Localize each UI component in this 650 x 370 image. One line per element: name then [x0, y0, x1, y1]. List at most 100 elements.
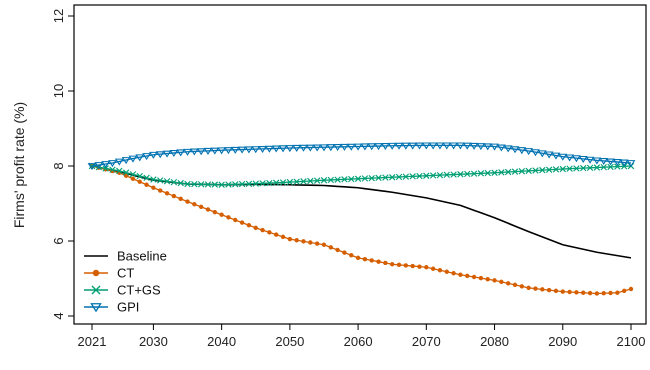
data-point-triangle	[353, 143, 363, 151]
data-point-triangle	[326, 144, 336, 152]
data-point-circle	[505, 281, 511, 286]
data-point-cross	[511, 168, 519, 175]
data-point-cross	[129, 171, 137, 178]
data-point-circle	[239, 220, 245, 225]
data-point-circle	[424, 265, 429, 270]
data-point-triangle	[237, 146, 247, 154]
data-point-triangle	[305, 144, 315, 152]
data-point-circle	[205, 207, 211, 212]
data-point-circle	[137, 179, 142, 184]
data-point-circle	[587, 290, 593, 296]
data-point-triangle	[408, 142, 418, 150]
data-point-circle	[294, 238, 299, 243]
data-point-cross	[443, 171, 450, 179]
x-tick-label: 2070	[412, 334, 441, 349]
data-point-circle	[267, 230, 272, 235]
data-point-cross	[477, 170, 485, 177]
data-point-cross	[143, 174, 150, 181]
data-point-circle	[417, 264, 422, 269]
x-tick-label: 2080	[480, 334, 509, 349]
data-point-circle	[526, 285, 531, 291]
data-point-cross	[225, 181, 232, 188]
data-point-cross	[586, 164, 594, 171]
data-point-circle	[144, 182, 149, 187]
data-point-cross	[327, 176, 334, 184]
data-point-circle	[226, 215, 231, 220]
x-tick-label: 2060	[344, 334, 373, 349]
data-point-triangle	[476, 143, 486, 151]
legend: Baseline CT CT+GS GPI	[84, 249, 167, 315]
data-point-circle	[280, 234, 286, 240]
data-point-circle	[321, 242, 327, 247]
data-point-triangle	[155, 151, 165, 159]
data-point-cross	[204, 181, 212, 188]
data-point-circle	[444, 269, 449, 274]
data-point-triangle	[217, 147, 227, 155]
data-point-cross	[416, 172, 423, 180]
data-point-circle	[123, 173, 129, 178]
data-point-cross	[566, 165, 573, 172]
data-point-triangle	[612, 159, 622, 167]
legend-item: CT+GS	[84, 283, 161, 298]
data-point-circle	[260, 227, 265, 233]
data-point-triangle	[599, 157, 609, 165]
series-ct-gs	[88, 162, 635, 188]
data-point-triangle	[380, 142, 390, 150]
data-point-circle	[219, 212, 224, 217]
data-point-circle	[403, 263, 409, 268]
data-point-circle	[287, 236, 293, 242]
data-point-cross	[573, 165, 580, 172]
data-point-cross	[307, 177, 314, 185]
data-point-triangle	[517, 147, 527, 155]
x-tick-label: 2021	[78, 334, 107, 349]
data-point-cross	[116, 167, 123, 175]
data-point-triangle	[292, 144, 302, 152]
data-point-cross	[232, 181, 239, 188]
data-point-cross	[436, 171, 444, 179]
data-point-circle	[567, 289, 572, 295]
data-point-cross	[402, 173, 410, 180]
data-point-circle	[171, 193, 177, 199]
data-point-triangle	[565, 154, 574, 162]
data-point-triangle	[585, 156, 595, 164]
x-tick-label: 2030	[139, 334, 168, 349]
data-point-circle	[342, 250, 347, 255]
data-point-cross	[593, 164, 601, 171]
x-tick-label: 2040	[207, 334, 236, 349]
data-point-triangle	[299, 144, 308, 152]
data-point-cross	[532, 167, 539, 174]
data-point-circle	[485, 277, 490, 282]
legend-item: Baseline	[84, 249, 167, 264]
data-point-circle	[560, 289, 565, 294]
data-point-circle	[376, 259, 381, 264]
data-point-cross	[498, 169, 505, 176]
data-point-circle	[308, 240, 313, 245]
data-point-circle	[274, 232, 279, 237]
data-point-triangle	[626, 160, 636, 168]
data-point-circle	[492, 278, 497, 283]
data-point-triangle	[483, 143, 493, 151]
data-point-cross	[293, 178, 300, 185]
y-tick-label: 6	[51, 237, 66, 244]
series-line	[91, 165, 632, 186]
data-point-triangle	[196, 148, 206, 156]
data-point-circle	[396, 262, 402, 268]
series-line	[91, 144, 632, 167]
data-point-triangle	[428, 142, 438, 150]
legend-marker-triangle	[90, 303, 102, 313]
data-point-circle	[478, 275, 484, 281]
data-point-triangle	[251, 146, 261, 154]
data-point-triangle	[312, 144, 322, 152]
data-point-triangle	[524, 148, 534, 156]
data-point-triangle	[162, 150, 172, 158]
data-point-triangle	[510, 146, 520, 154]
data-point-triangle	[271, 145, 281, 153]
data-point-cross	[252, 180, 259, 187]
data-point-cross	[600, 164, 607, 171]
data-point-circle	[533, 286, 538, 291]
data-point-circle	[499, 279, 504, 285]
data-point-cross	[136, 172, 143, 180]
data-point-circle	[540, 287, 545, 292]
data-point-circle	[335, 247, 340, 253]
